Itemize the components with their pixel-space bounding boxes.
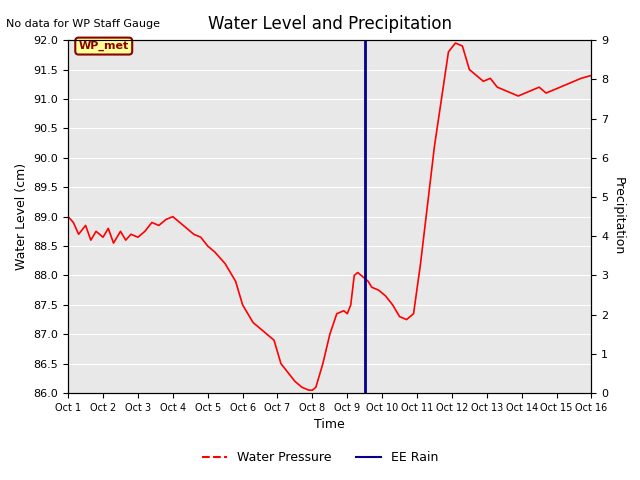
Text: No data for WP Staff Gauge: No data for WP Staff Gauge <box>6 19 161 29</box>
Text: WP_met: WP_met <box>79 41 129 51</box>
Title: Water Level and Precipitation: Water Level and Precipitation <box>208 15 452 33</box>
Y-axis label: Precipitation: Precipitation <box>612 178 625 256</box>
Legend: Water Pressure, EE Rain: Water Pressure, EE Rain <box>196 446 444 469</box>
Y-axis label: Water Level (cm): Water Level (cm) <box>15 163 28 270</box>
X-axis label: Time: Time <box>314 419 345 432</box>
